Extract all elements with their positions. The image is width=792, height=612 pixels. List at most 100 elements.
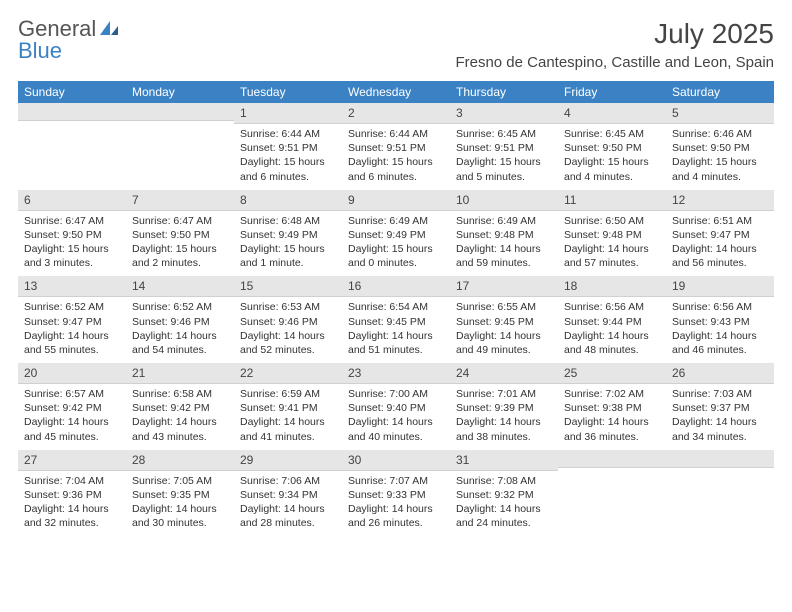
- day-number: 13: [18, 276, 126, 297]
- sunrise-text: Sunrise: 6:59 AM: [240, 387, 336, 401]
- sunset-text: Sunset: 9:35 PM: [132, 488, 228, 502]
- sunrise-text: Sunrise: 6:46 AM: [672, 127, 768, 141]
- daylight-text: Daylight: 14 hours and 57 minutes.: [564, 242, 660, 270]
- calendar-cell: 27Sunrise: 7:04 AMSunset: 9:36 PMDayligh…: [18, 450, 126, 537]
- daylight-text: Daylight: 14 hours and 46 minutes.: [672, 329, 768, 357]
- daylight-text: Daylight: 14 hours and 26 minutes.: [348, 502, 444, 530]
- sunrise-text: Sunrise: 7:00 AM: [348, 387, 444, 401]
- day-body: Sunrise: 7:00 AMSunset: 9:40 PMDaylight:…: [342, 384, 450, 450]
- daylight-text: Daylight: 15 hours and 6 minutes.: [240, 155, 336, 183]
- day-number: 4: [558, 103, 666, 124]
- daylight-text: Daylight: 15 hours and 4 minutes.: [672, 155, 768, 183]
- day-body: [666, 468, 774, 528]
- sunset-text: Sunset: 9:48 PM: [564, 228, 660, 242]
- sunset-text: Sunset: 9:34 PM: [240, 488, 336, 502]
- daylight-text: Daylight: 14 hours and 28 minutes.: [240, 502, 336, 530]
- day-number: 1: [234, 103, 342, 124]
- day-body: Sunrise: 6:47 AMSunset: 9:50 PMDaylight:…: [126, 211, 234, 277]
- sunrise-text: Sunrise: 6:47 AM: [24, 214, 120, 228]
- calendar-cell: 25Sunrise: 7:02 AMSunset: 9:38 PMDayligh…: [558, 363, 666, 450]
- day-number: 2: [342, 103, 450, 124]
- sunrise-text: Sunrise: 6:49 AM: [348, 214, 444, 228]
- title-block: July 2025 Fresno de Cantespino, Castille…: [455, 18, 774, 71]
- daylight-text: Daylight: 14 hours and 52 minutes.: [240, 329, 336, 357]
- day-number: 7: [126, 190, 234, 211]
- daylight-text: Daylight: 14 hours and 30 minutes.: [132, 502, 228, 530]
- sunrise-text: Sunrise: 6:47 AM: [132, 214, 228, 228]
- day-body: Sunrise: 6:47 AMSunset: 9:50 PMDaylight:…: [18, 211, 126, 277]
- calendar-cell: 29Sunrise: 7:06 AMSunset: 9:34 PMDayligh…: [234, 450, 342, 537]
- calendar-cell: 31Sunrise: 7:08 AMSunset: 9:32 PMDayligh…: [450, 450, 558, 537]
- daylight-text: Daylight: 14 hours and 38 minutes.: [456, 415, 552, 443]
- sunset-text: Sunset: 9:46 PM: [240, 315, 336, 329]
- calendar-cell: [18, 103, 126, 190]
- day-body: [18, 121, 126, 181]
- sunrise-text: Sunrise: 7:03 AM: [672, 387, 768, 401]
- day-number: 17: [450, 276, 558, 297]
- sunset-text: Sunset: 9:51 PM: [240, 141, 336, 155]
- daylight-text: Daylight: 14 hours and 40 minutes.: [348, 415, 444, 443]
- calendar: Sunday Monday Tuesday Wednesday Thursday…: [18, 81, 774, 536]
- daylight-text: Daylight: 14 hours and 49 minutes.: [456, 329, 552, 357]
- day-number: 29: [234, 450, 342, 471]
- sunset-text: Sunset: 9:32 PM: [456, 488, 552, 502]
- sunset-text: Sunset: 9:50 PM: [564, 141, 660, 155]
- day-number: 18: [558, 276, 666, 297]
- day-body: Sunrise: 6:49 AMSunset: 9:49 PMDaylight:…: [342, 211, 450, 277]
- day-body: Sunrise: 6:44 AMSunset: 9:51 PMDaylight:…: [342, 124, 450, 190]
- weeks-container: 1Sunrise: 6:44 AMSunset: 9:51 PMDaylight…: [18, 103, 774, 536]
- logo-text-2: Blue: [18, 38, 62, 63]
- day-number: 20: [18, 363, 126, 384]
- sunset-text: Sunset: 9:44 PM: [564, 315, 660, 329]
- sunrise-text: Sunrise: 6:55 AM: [456, 300, 552, 314]
- sunrise-text: Sunrise: 7:04 AM: [24, 474, 120, 488]
- week-row: 6Sunrise: 6:47 AMSunset: 9:50 PMDaylight…: [18, 190, 774, 277]
- sunset-text: Sunset: 9:51 PM: [348, 141, 444, 155]
- calendar-cell: 15Sunrise: 6:53 AMSunset: 9:46 PMDayligh…: [234, 276, 342, 363]
- day-header-mon: Monday: [126, 81, 234, 103]
- logo-sail-icon: [99, 18, 121, 40]
- day-body: Sunrise: 6:58 AMSunset: 9:42 PMDaylight:…: [126, 384, 234, 450]
- sunset-text: Sunset: 9:33 PM: [348, 488, 444, 502]
- calendar-cell: 10Sunrise: 6:49 AMSunset: 9:48 PMDayligh…: [450, 190, 558, 277]
- calendar-cell: 6Sunrise: 6:47 AMSunset: 9:50 PMDaylight…: [18, 190, 126, 277]
- day-number: 21: [126, 363, 234, 384]
- day-body: Sunrise: 7:03 AMSunset: 9:37 PMDaylight:…: [666, 384, 774, 450]
- daylight-text: Daylight: 14 hours and 51 minutes.: [348, 329, 444, 357]
- day-number: [666, 450, 774, 468]
- daylight-text: Daylight: 14 hours and 54 minutes.: [132, 329, 228, 357]
- calendar-cell: 30Sunrise: 7:07 AMSunset: 9:33 PMDayligh…: [342, 450, 450, 537]
- daylight-text: Daylight: 15 hours and 4 minutes.: [564, 155, 660, 183]
- calendar-cell: 8Sunrise: 6:48 AMSunset: 9:49 PMDaylight…: [234, 190, 342, 277]
- day-number: 30: [342, 450, 450, 471]
- day-body: Sunrise: 6:55 AMSunset: 9:45 PMDaylight:…: [450, 297, 558, 363]
- calendar-cell: 3Sunrise: 6:45 AMSunset: 9:51 PMDaylight…: [450, 103, 558, 190]
- day-number: [126, 103, 234, 121]
- day-body: Sunrise: 6:52 AMSunset: 9:46 PMDaylight:…: [126, 297, 234, 363]
- logo: GeneralBlue: [18, 18, 121, 62]
- day-body: [126, 121, 234, 181]
- day-header-sun: Sunday: [18, 81, 126, 103]
- daylight-text: Daylight: 14 hours and 34 minutes.: [672, 415, 768, 443]
- sunset-text: Sunset: 9:45 PM: [456, 315, 552, 329]
- day-body: Sunrise: 6:53 AMSunset: 9:46 PMDaylight:…: [234, 297, 342, 363]
- sunset-text: Sunset: 9:50 PM: [672, 141, 768, 155]
- sunset-text: Sunset: 9:37 PM: [672, 401, 768, 415]
- day-header-thu: Thursday: [450, 81, 558, 103]
- day-number: 3: [450, 103, 558, 124]
- daylight-text: Daylight: 14 hours and 59 minutes.: [456, 242, 552, 270]
- day-header-tue: Tuesday: [234, 81, 342, 103]
- sunset-text: Sunset: 9:49 PM: [240, 228, 336, 242]
- sunrise-text: Sunrise: 6:45 AM: [456, 127, 552, 141]
- day-body: Sunrise: 6:44 AMSunset: 9:51 PMDaylight:…: [234, 124, 342, 190]
- day-number: 25: [558, 363, 666, 384]
- calendar-cell: 17Sunrise: 6:55 AMSunset: 9:45 PMDayligh…: [450, 276, 558, 363]
- day-body: Sunrise: 6:56 AMSunset: 9:43 PMDaylight:…: [666, 297, 774, 363]
- day-body: Sunrise: 6:50 AMSunset: 9:48 PMDaylight:…: [558, 211, 666, 277]
- sunset-text: Sunset: 9:49 PM: [348, 228, 444, 242]
- calendar-cell: [666, 450, 774, 537]
- day-body: [558, 468, 666, 528]
- day-number: 5: [666, 103, 774, 124]
- calendar-cell: 24Sunrise: 7:01 AMSunset: 9:39 PMDayligh…: [450, 363, 558, 450]
- calendar-cell: 9Sunrise: 6:49 AMSunset: 9:49 PMDaylight…: [342, 190, 450, 277]
